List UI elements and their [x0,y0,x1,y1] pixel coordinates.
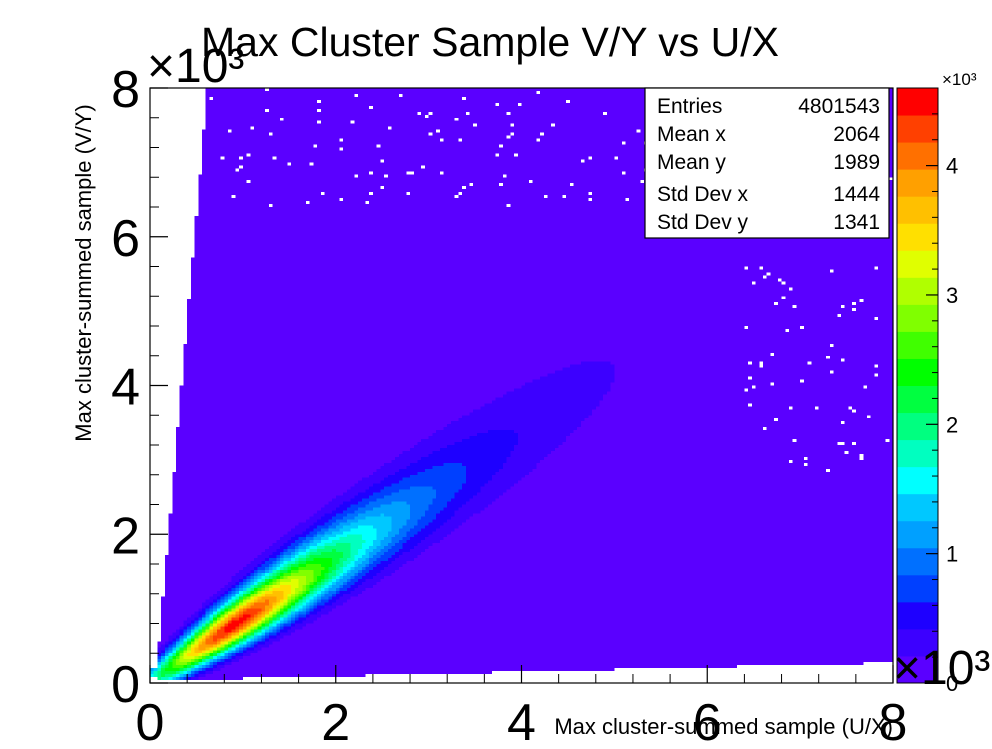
stats-mean-y-label: Mean y [657,151,726,174]
y-tick-label: 8 [111,61,140,119]
palette-swatch [897,277,938,305]
y-tick-label: 4 [111,359,140,417]
palette-swatch [897,466,938,495]
palette-swatch [897,601,938,630]
x-tick-label: 4 [507,694,536,744]
x-tick-label: 0 [136,694,165,744]
color-palette: 0 1 2 3 4 [896,87,958,696]
x-tick-label: 6 [693,694,722,744]
palette-tick-label: 4 [946,154,958,179]
palette-swatch [897,493,938,522]
palette-tick-label: 2 [946,412,958,437]
stats-std-x-label: Std Dev x [657,183,749,206]
palette-swatch [897,115,938,143]
palette-swatch [897,196,938,224]
palette-swatch [897,169,938,197]
palette-swatch [897,358,938,386]
palette-swatch [897,547,938,576]
x-tick-label: 8 [879,694,908,744]
palette-swatch [897,331,938,359]
y-tick-label: 0 [111,656,140,714]
palette-swatch [897,385,938,414]
stats-std-y-value: 1341 [833,211,880,234]
y-axis-label: Max cluster-summed sample (V/Y) [71,104,96,441]
stats-mean-x-label: Mean x [657,123,726,146]
stats-std-y-label: Std Dev y [657,211,749,234]
y-tick-label: 2 [111,507,140,565]
palette-swatch [897,628,938,657]
palette-swatch [897,250,938,278]
x-axis-label: Max cluster-summed sample (U/X) [554,714,893,739]
axes: 0 2 4 6 8 0 2 4 6 8 [111,61,908,749]
chart-title: Max Cluster Sample V/Y vs U/X [201,19,779,65]
stats-std-x-value: 1444 [833,183,880,206]
palette-swatch [897,520,938,549]
palette-tick-label: 1 [946,542,958,567]
palette-swatch [897,223,938,251]
stats-entries-label: Entries [657,95,722,118]
stats-box: Entries 4801543 Mean x 2064 Mean y 1989 … [644,87,890,239]
stats-mean-y-value: 1989 [833,151,880,174]
palette-tick-label: 3 [946,283,958,308]
palette-swatch [897,412,938,441]
palette-swatch [897,88,938,116]
palette-frame [896,87,939,684]
x-tick-label: 2 [321,694,350,744]
stats-mean-x-value: 2064 [833,123,880,146]
palette-swatch [897,574,938,603]
y-axis-exponent: ×10³ [147,40,244,93]
palette-swatch [897,439,938,468]
z-axis-exponent: ×10³ [893,642,990,695]
y-tick-label: 6 [111,210,140,268]
palette-tick-label: 0 [946,671,958,696]
palette-exponent: ×10³ [942,70,977,89]
palette-swatch [897,655,938,684]
palette-swatch [897,304,938,332]
stats-entries-value: 4801543 [798,95,880,118]
